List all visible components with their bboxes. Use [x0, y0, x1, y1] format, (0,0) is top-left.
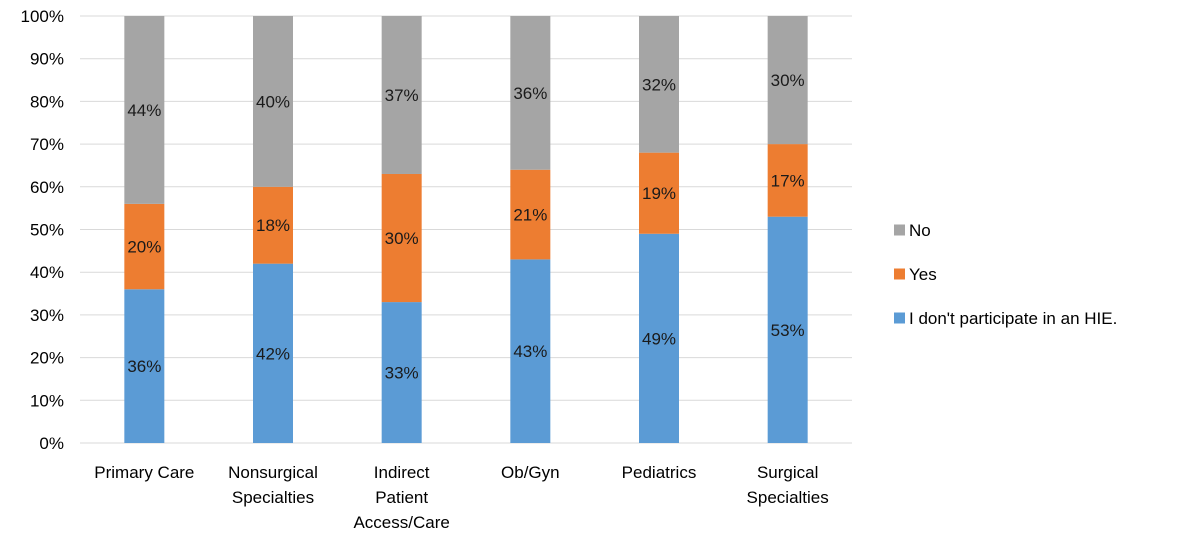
- bar-segment: [767, 216, 808, 443]
- data-label: 19%: [642, 184, 676, 203]
- legend-swatch: [894, 312, 905, 324]
- bar-segment: [253, 263, 293, 443]
- data-label: 30%: [771, 71, 805, 90]
- bars: [124, 16, 808, 443]
- bar-segment: [510, 259, 551, 443]
- y-tick-label: 20%: [30, 349, 64, 368]
- legend-entry: No: [909, 221, 931, 240]
- data-label: 21%: [513, 206, 547, 225]
- bar-segment: [124, 203, 165, 290]
- data-label: 40%: [256, 92, 290, 111]
- legend-entry: Yes: [909, 265, 937, 284]
- data-label: 44%: [127, 101, 161, 120]
- bar-segment: [510, 169, 551, 260]
- legend: No Yes I don't participate in an HIE.: [894, 221, 1117, 328]
- data-label: 17%: [771, 171, 805, 190]
- data-label: 36%: [513, 84, 547, 103]
- bar-segment: [639, 152, 679, 234]
- x-tick-label: Surgical Specialties: [747, 463, 829, 507]
- legend-swatch: [894, 224, 905, 236]
- bar-segment: [639, 16, 679, 153]
- data-label: 32%: [642, 75, 676, 94]
- bar-segment: [767, 16, 808, 145]
- bar-segment: [381, 302, 422, 443]
- y-tick-label: 0%: [39, 434, 64, 453]
- x-tick-label: Primary Care: [94, 463, 194, 482]
- bar-segment: [381, 16, 422, 174]
- bar-segment: [381, 173, 422, 303]
- data-label: 36%: [127, 357, 161, 376]
- data-label: 42%: [256, 344, 290, 363]
- y-tick-label: 90%: [30, 50, 64, 69]
- x-tick-label: Indirect Patient Access/Care: [353, 463, 449, 532]
- gridlines: [80, 15, 852, 444]
- y-axis: 0% 10% 20% 30% 40% 50% 60% 70% 80% 90% 100%: [21, 7, 64, 453]
- y-tick-label: 60%: [30, 178, 64, 197]
- data-label: 30%: [385, 229, 419, 248]
- data-label: 43%: [513, 342, 547, 361]
- bar-segment: [639, 233, 679, 443]
- legend-swatch: [894, 268, 905, 280]
- y-tick-label: 40%: [30, 263, 64, 282]
- legend-entry: I don't participate in an HIE.: [909, 309, 1117, 328]
- data-label: 18%: [256, 216, 290, 235]
- data-label: 33%: [385, 364, 419, 383]
- data-label: 20%: [127, 238, 161, 257]
- bar-segment: [767, 144, 808, 217]
- y-tick-label: 80%: [30, 92, 64, 111]
- y-tick-label: 70%: [30, 135, 64, 154]
- y-tick-label: 50%: [30, 221, 64, 240]
- bar-segment: [253, 16, 293, 187]
- data-label: 49%: [642, 329, 676, 348]
- x-tick-label: Ob/Gyn: [501, 463, 560, 482]
- y-tick-label: 30%: [30, 306, 64, 325]
- bar-segment: [510, 16, 551, 170]
- y-tick-label: 10%: [30, 391, 64, 410]
- bar-segment: [124, 289, 165, 443]
- x-tick-label: Pediatrics: [622, 463, 697, 482]
- bar-segment: [253, 186, 293, 264]
- bar-segment: [124, 16, 165, 204]
- data-label: 53%: [771, 321, 805, 340]
- data-labels: 36% 20% 44% 42% 18% 40% 33% 30% 37% 43% 21% 36% 49% 1…: [127, 71, 804, 382]
- x-tick-label: Nonsurgical Specialties: [228, 463, 318, 507]
- y-tick-label: 100%: [21, 7, 64, 26]
- data-label: 37%: [385, 86, 419, 105]
- x-axis: Primary Care Nonsurgical Specialties Indire…: [94, 463, 829, 532]
